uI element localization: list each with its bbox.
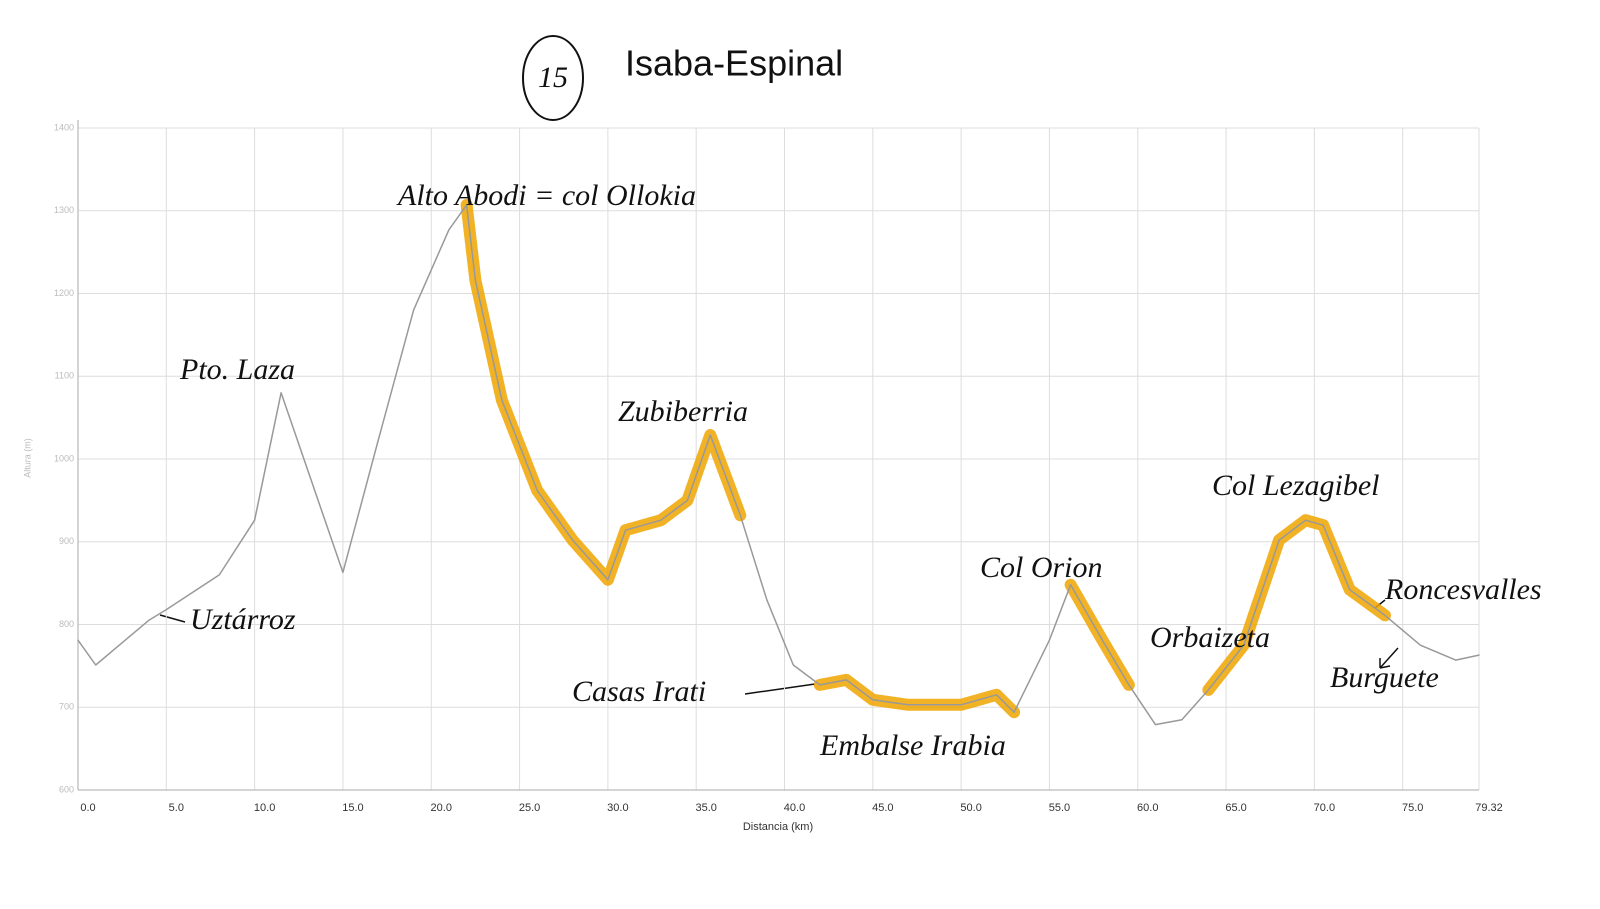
annotation: Roncesvalles	[1384, 573, 1542, 606]
x-tick-label: 25.0	[519, 802, 540, 814]
x-tick-label: 60.0	[1137, 802, 1158, 814]
x-tick-label: 55.0	[1049, 802, 1070, 814]
annotation: Alto Abodi = col Ollokia	[396, 179, 696, 212]
elevation-line	[77, 204, 1480, 726]
x-tick-label: 50.0	[960, 802, 981, 814]
annotation: Orbaizeta	[1150, 621, 1270, 654]
leader	[744, 683, 816, 695]
y-tick-label: 1100	[55, 371, 74, 381]
stage-circle	[522, 35, 584, 121]
annotation: Casas Irati	[572, 675, 706, 708]
leader	[159, 614, 186, 623]
x-axis-label: Distancia (km)	[743, 821, 813, 833]
x-tick-label: 65.0	[1225, 802, 1246, 814]
x-tick-label: 20.0	[431, 802, 452, 814]
y-axis-label: Altura (m)	[22, 438, 32, 478]
annotation: Embalse Irabia	[819, 729, 1006, 762]
x-tick-label: 5.0	[169, 802, 184, 814]
y-tick-label: 800	[59, 619, 74, 629]
annotation: Pto. Laza	[179, 353, 295, 386]
stage-number: 15	[538, 61, 568, 94]
annotation: Uztárroz	[190, 603, 296, 636]
leader	[1379, 647, 1399, 669]
annotation: Burguete	[1330, 661, 1439, 694]
annotation: Zubiberria	[618, 395, 748, 428]
x-tick-label: 40.0	[784, 802, 805, 814]
y-tick-label: 1200	[54, 288, 74, 298]
annotation: Col Lezagibel	[1212, 469, 1380, 502]
x-tick-label: 70.0	[1314, 802, 1335, 814]
y-tick-label: 600	[59, 784, 74, 794]
y-tick-label: 900	[59, 536, 74, 546]
x-tick-label: 10.0	[254, 802, 275, 814]
x-tick-label: 79.32	[1475, 802, 1503, 814]
y-tick-label: 1300	[54, 205, 74, 215]
annotation: Col Orion	[980, 551, 1103, 584]
x-tick-label: 35.0	[695, 802, 716, 814]
x-tick-label: 0.0	[80, 802, 95, 814]
y-tick-label: 1400	[54, 122, 74, 132]
x-tick-label: 15.0	[342, 802, 363, 814]
x-tick-label: 45.0	[872, 802, 893, 814]
x-tick-label: 30.0	[607, 802, 628, 814]
chart-title: Isaba-Espinal	[625, 43, 843, 84]
x-tick-label: 75.0	[1402, 802, 1423, 814]
y-tick-label: 1000	[54, 453, 74, 463]
y-tick-label: 700	[59, 702, 74, 712]
